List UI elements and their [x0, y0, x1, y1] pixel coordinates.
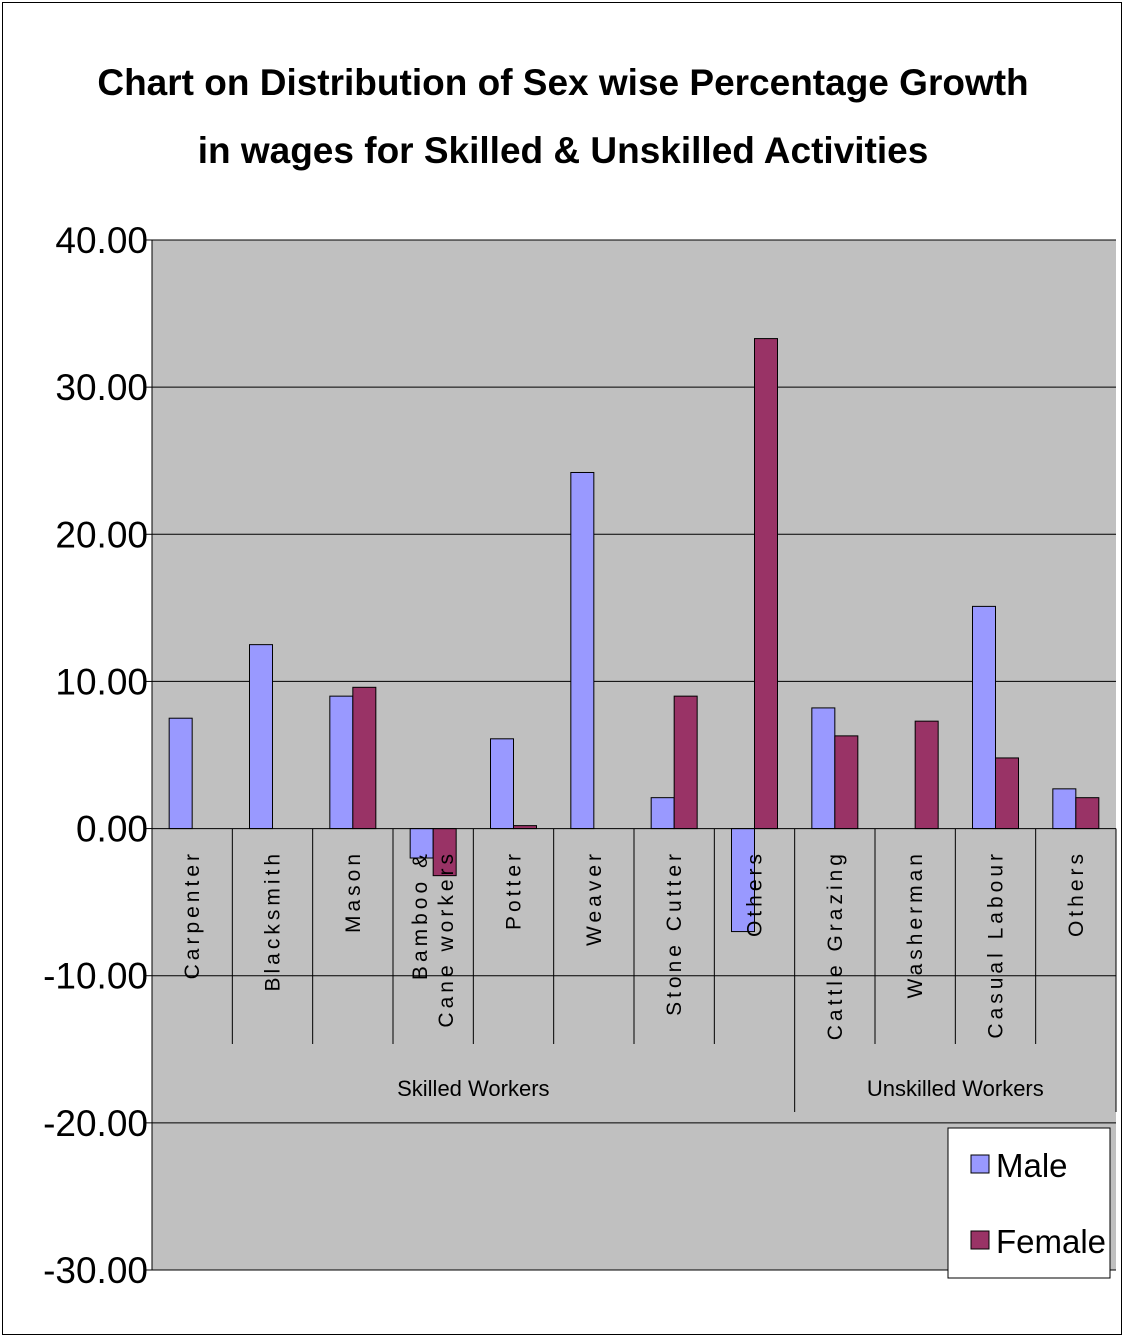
category-label: Weaver — [583, 850, 606, 946]
category-label-line: Cane workers — [435, 850, 458, 1028]
category-label-line: Casual Labour — [985, 850, 1008, 1039]
category-label: Casual Labour — [985, 850, 1008, 1039]
bar-male-4 — [490, 738, 514, 830]
legend-swatch-male — [970, 1154, 990, 1174]
category-label-line: Washerman — [904, 850, 927, 998]
bar-male-2 — [329, 695, 354, 830]
bars — [168, 338, 1100, 933]
y-tick-label: -30.00 — [43, 1250, 148, 1291]
bar-male-11 — [1052, 788, 1077, 830]
legend-label-female: Female — [996, 1223, 1106, 1260]
category-label: Stone Cutter — [663, 850, 686, 1016]
y-tick-label: 10.00 — [55, 661, 148, 702]
bar-female-2 — [352, 686, 377, 830]
category-label-line: Mason — [342, 850, 365, 933]
bar-male-0 — [168, 717, 193, 830]
group-label: Skilled Workers — [397, 1076, 549, 1101]
legend-box — [947, 1127, 1111, 1279]
bar-female-9 — [914, 720, 939, 830]
bar-female-10 — [995, 757, 1019, 830]
bar-female-7 — [754, 338, 778, 830]
chart-title: Chart on Distribution of Sex wise Percen… — [97, 62, 1028, 103]
bar-female-6 — [673, 695, 698, 830]
category-label-line: Blacksmith — [262, 850, 285, 992]
category-label-line: Stone Cutter — [663, 850, 686, 1016]
category-label-line: Others — [1065, 850, 1088, 937]
plot-area — [152, 240, 1116, 1270]
category-label: Others — [1065, 850, 1088, 937]
category-label-line: Weaver — [583, 850, 606, 946]
y-tick-label: 30.00 — [55, 367, 148, 408]
bar-male-10 — [972, 605, 996, 830]
y-axis-ticks: 40.00 30.00 20.00 10.00 0.00 -10.00 -20.00 -30.… — [43, 220, 152, 1291]
category-label: Carpenter — [181, 850, 204, 979]
category-label: Others — [744, 850, 767, 937]
category-label: Washerman — [904, 850, 927, 998]
category-label-line: Bamboo & — [409, 850, 432, 980]
category-label-line: Others — [744, 850, 767, 937]
bar-male-5 — [570, 471, 595, 830]
bar-female-11 — [1075, 797, 1100, 830]
chart-subtitle: in wages for Skilled & Unskilled Activit… — [198, 130, 929, 171]
bar-male-6 — [650, 797, 675, 830]
group-label: Unskilled Workers — [867, 1076, 1044, 1101]
bar-female-8 — [834, 735, 859, 830]
category-label: Bamboo & Cane workers — [409, 850, 458, 1028]
category-label: Blacksmith — [262, 850, 285, 992]
legend: Male Female — [947, 1127, 1111, 1279]
legend-label-male: Male — [996, 1147, 1068, 1184]
category-label: Cattle Grazing — [824, 850, 847, 1040]
group-labels: Skilled Workers Unskilled Workers — [397, 1076, 1044, 1101]
y-tick-label: -10.00 — [43, 956, 148, 997]
category-labels: Carpenter Blacksmith Mason Bamboo & Cane wor… — [181, 850, 1088, 1040]
category-label: Potter — [503, 850, 526, 930]
y-tick-label: -20.00 — [43, 1103, 148, 1144]
x-axis — [152, 828, 1117, 1112]
category-label-line: Cattle Grazing — [824, 850, 847, 1040]
bar-male-8 — [811, 707, 836, 830]
y-tick-label: 20.00 — [55, 514, 148, 555]
y-tick-label: 40.00 — [55, 220, 148, 261]
bar-male-1 — [249, 644, 273, 830]
category-label-line: Carpenter — [181, 850, 204, 979]
y-tick-label: 0.00 — [76, 809, 148, 850]
category-label-line: Potter — [503, 850, 526, 930]
category-label: Mason — [342, 850, 365, 933]
legend-swatch-female — [970, 1230, 990, 1250]
